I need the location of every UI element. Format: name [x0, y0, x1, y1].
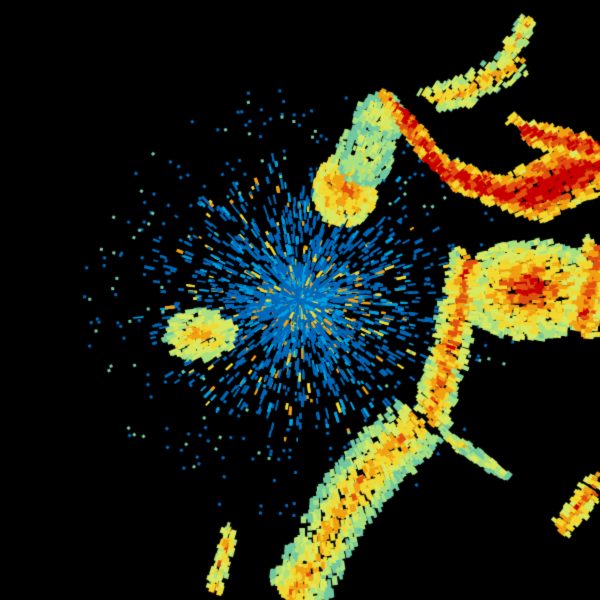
radar-reflectivity-image	[0, 0, 600, 600]
